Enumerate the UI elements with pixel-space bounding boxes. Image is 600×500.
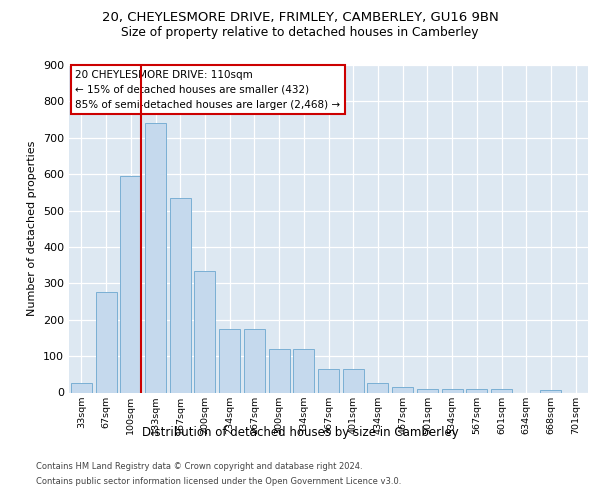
Y-axis label: Number of detached properties: Number of detached properties — [28, 141, 37, 316]
Text: Distribution of detached houses by size in Camberley: Distribution of detached houses by size … — [142, 426, 458, 439]
Bar — [293, 349, 314, 393]
Bar — [244, 329, 265, 392]
Bar — [417, 389, 438, 392]
Bar — [466, 389, 487, 392]
Bar — [219, 329, 240, 392]
Text: 20 CHEYLESMORE DRIVE: 110sqm
← 15% of detached houses are smaller (432)
85% of s: 20 CHEYLESMORE DRIVE: 110sqm ← 15% of de… — [75, 70, 340, 110]
Bar — [318, 369, 339, 392]
Bar — [269, 349, 290, 393]
Bar — [170, 198, 191, 392]
Bar — [367, 384, 388, 392]
Bar — [392, 387, 413, 392]
Text: Contains public sector information licensed under the Open Government Licence v3: Contains public sector information licen… — [36, 478, 401, 486]
Bar — [95, 292, 116, 392]
Bar — [71, 384, 92, 392]
Bar — [120, 176, 141, 392]
Text: Size of property relative to detached houses in Camberley: Size of property relative to detached ho… — [121, 26, 479, 39]
Bar — [343, 369, 364, 392]
Bar — [194, 270, 215, 392]
Bar — [442, 389, 463, 392]
Bar — [541, 390, 562, 392]
Bar — [491, 389, 512, 392]
Text: Contains HM Land Registry data © Crown copyright and database right 2024.: Contains HM Land Registry data © Crown c… — [36, 462, 362, 471]
Text: 20, CHEYLESMORE DRIVE, FRIMLEY, CAMBERLEY, GU16 9BN: 20, CHEYLESMORE DRIVE, FRIMLEY, CAMBERLE… — [101, 11, 499, 24]
Bar — [145, 123, 166, 392]
